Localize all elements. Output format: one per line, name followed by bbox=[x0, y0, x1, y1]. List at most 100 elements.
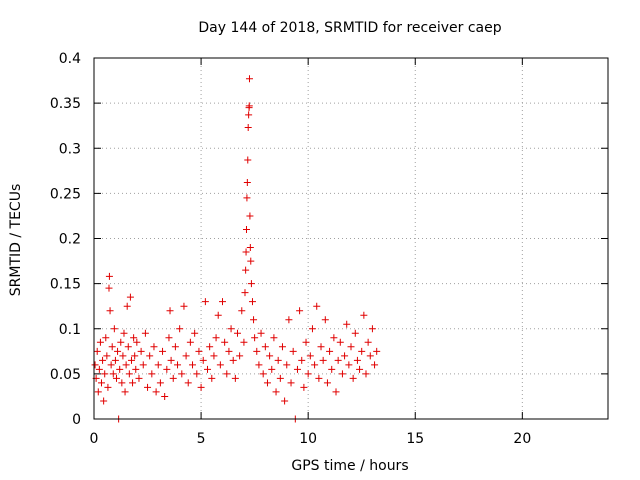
data-point bbox=[219, 298, 226, 306]
data-point bbox=[238, 307, 246, 315]
data-point bbox=[212, 334, 220, 342]
data-point bbox=[111, 356, 119, 364]
data-point bbox=[216, 361, 224, 369]
data-point bbox=[287, 379, 295, 387]
data-point bbox=[245, 75, 253, 83]
data-point bbox=[91, 361, 99, 369]
data-point bbox=[315, 374, 323, 382]
data-point bbox=[201, 298, 209, 306]
data-point bbox=[144, 383, 152, 391]
data-point bbox=[107, 361, 115, 369]
y-tick-label: 0.25 bbox=[50, 186, 81, 202]
data-point bbox=[321, 316, 329, 324]
data-point bbox=[191, 329, 199, 337]
x-tick-label: 15 bbox=[406, 431, 424, 447]
data-point bbox=[278, 343, 286, 351]
data-point bbox=[193, 370, 201, 378]
data-point bbox=[150, 343, 158, 351]
data-point bbox=[109, 370, 117, 378]
data-point bbox=[353, 356, 361, 364]
data-point bbox=[176, 325, 184, 333]
data-point bbox=[119, 352, 127, 360]
data-point bbox=[171, 343, 179, 351]
data-point bbox=[298, 356, 306, 364]
data-point bbox=[124, 343, 132, 351]
data-point bbox=[94, 388, 102, 396]
data-point bbox=[110, 325, 118, 333]
data-point bbox=[242, 225, 250, 233]
data-point bbox=[214, 311, 222, 319]
data-point bbox=[253, 347, 261, 355]
y-tick-label: 0.15 bbox=[50, 277, 81, 293]
data-point bbox=[135, 374, 143, 382]
data-point bbox=[129, 379, 137, 387]
data-point bbox=[341, 352, 349, 360]
data-point bbox=[306, 352, 314, 360]
y-tick-label: 0.2 bbox=[59, 232, 81, 248]
data-point bbox=[349, 374, 357, 382]
data-point bbox=[131, 352, 139, 360]
data-point bbox=[156, 379, 164, 387]
data-point bbox=[104, 383, 112, 391]
y-tick-label: 0.3 bbox=[59, 141, 81, 157]
data-point bbox=[231, 374, 239, 382]
data-point bbox=[332, 388, 340, 396]
data-point bbox=[99, 356, 107, 364]
data-point bbox=[251, 334, 259, 342]
data-point bbox=[244, 156, 252, 164]
data-point bbox=[246, 212, 254, 220]
data-point bbox=[243, 194, 251, 202]
data-point bbox=[313, 302, 321, 310]
data-point bbox=[336, 338, 344, 346]
data-point bbox=[257, 329, 265, 337]
x-tick-label: 20 bbox=[513, 431, 531, 447]
data-point bbox=[148, 370, 156, 378]
axis-ticks bbox=[93, 57, 608, 420]
data-point bbox=[270, 334, 278, 342]
data-point bbox=[103, 352, 111, 360]
data-point bbox=[246, 244, 254, 252]
data-point bbox=[248, 298, 256, 306]
data-point bbox=[263, 379, 271, 387]
data-point bbox=[199, 356, 207, 364]
data-point bbox=[241, 289, 249, 297]
x-tick-label: 5 bbox=[197, 431, 206, 447]
data-point bbox=[116, 365, 124, 373]
data-point bbox=[180, 302, 188, 310]
data-point bbox=[100, 397, 108, 405]
data-point bbox=[233, 329, 241, 337]
data-point bbox=[360, 311, 368, 319]
data-point bbox=[133, 338, 141, 346]
data-point bbox=[311, 361, 319, 369]
data-point bbox=[106, 307, 114, 315]
grid-lines bbox=[94, 58, 608, 419]
data-point bbox=[261, 343, 269, 351]
data-point bbox=[163, 365, 171, 373]
data-point bbox=[210, 352, 218, 360]
data-point bbox=[139, 361, 147, 369]
data-points bbox=[91, 75, 381, 423]
data-point bbox=[285, 316, 293, 324]
data-point bbox=[247, 280, 255, 288]
data-point bbox=[296, 307, 304, 315]
data-point bbox=[96, 338, 104, 346]
data-point bbox=[364, 338, 372, 346]
data-point bbox=[197, 383, 205, 391]
data-point bbox=[242, 248, 250, 256]
data-point bbox=[146, 352, 154, 360]
x-tick-label: 0 bbox=[90, 431, 99, 447]
y-tick-label: 0.35 bbox=[50, 96, 81, 112]
data-point bbox=[127, 356, 135, 364]
data-point bbox=[334, 356, 342, 364]
x-tick-label: 10 bbox=[299, 431, 317, 447]
data-point bbox=[343, 320, 351, 328]
data-point bbox=[178, 370, 186, 378]
data-point bbox=[186, 338, 194, 346]
tick-labels: 0 0.05 0.1 0.15 0.2 0.25 0.3 0.35 0.4 0 5 10 15 20 bbox=[50, 51, 531, 447]
data-point bbox=[132, 365, 140, 373]
data-point bbox=[356, 365, 364, 373]
y-tick-label: 0.4 bbox=[59, 51, 81, 67]
data-point bbox=[182, 352, 190, 360]
